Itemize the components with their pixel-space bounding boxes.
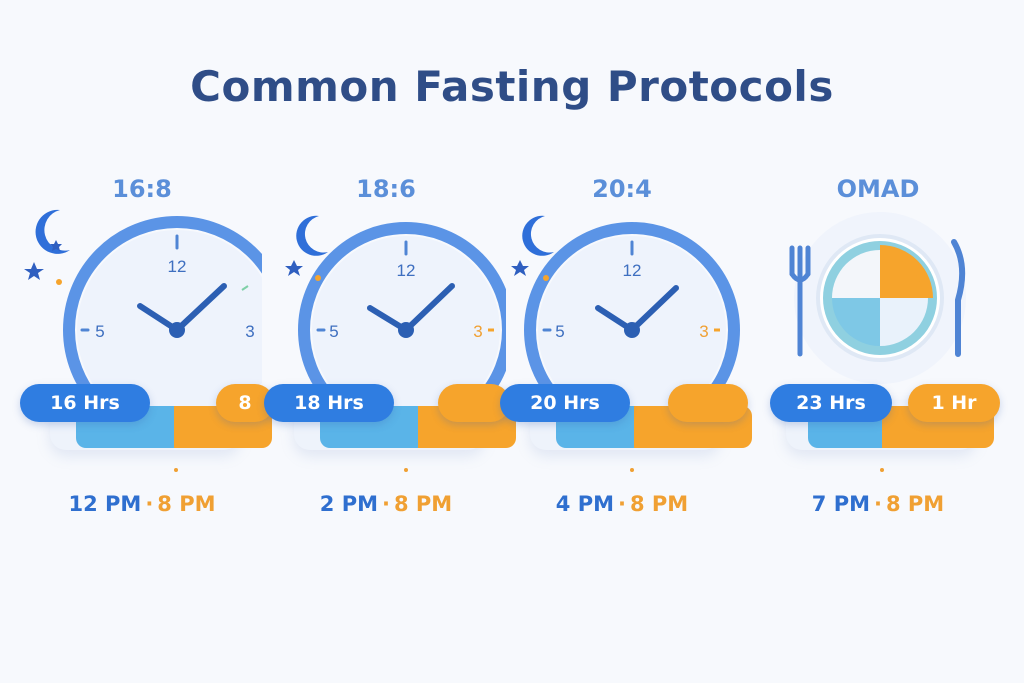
eating-hours-pill: 1 Hr (908, 384, 1000, 422)
window-end: 8 PM (629, 492, 689, 516)
timeline-dot (174, 468, 178, 472)
protocol-label: 18:6 (356, 175, 416, 203)
eating-window: 4 PM · 8 PM (502, 492, 742, 516)
window-separator: · (618, 492, 626, 516)
fasting-hours-pill: 18 Hrs (264, 384, 394, 422)
timeline-dot (404, 468, 408, 472)
svg-text:5: 5 (555, 322, 564, 341)
window-start: 12 PM (68, 492, 142, 516)
window-separator: · (145, 492, 154, 516)
plate-fork-knife-icon (789, 212, 966, 384)
protocol-label: 20:4 (592, 175, 652, 203)
eating-window: 7 PM · 8 PM (758, 492, 998, 516)
protocol-card-16-8: 16:8 12 5 3 16 Hrs 8 12 PM · 8 PM (20, 170, 274, 540)
protocol-card-omad: OMAD 23 Hrs 1 Hr 7 PM · 8 PM (758, 170, 1000, 540)
moon-stars-icon (511, 215, 554, 281)
eating-window: 12 PM · 8 PM (22, 492, 262, 516)
window-separator: · (874, 492, 882, 516)
svg-text:3: 3 (245, 322, 254, 341)
window-start: 7 PM (811, 492, 870, 516)
clock-icon: 12 5 3 (24, 209, 262, 444)
window-end: 8 PM (885, 492, 945, 516)
eating-hours-pill (668, 384, 748, 422)
svg-text:3: 3 (699, 322, 708, 341)
protocol-card-20-4: 20:4 12 5 3 20 Hrs 4 PM · 8 PM (500, 170, 752, 540)
protocol-card-18-6: 18:6 12 5 3 18 Hrs 2 PM · 8 PM (264, 170, 516, 540)
page-title: Common Fasting Protocols (190, 62, 834, 111)
fasting-hours-pill: 16 Hrs (20, 384, 150, 422)
svg-text:12: 12 (623, 261, 642, 280)
fasting-hours-pill: 23 Hrs (770, 384, 892, 422)
eating-window: 2 PM · 8 PM (266, 492, 506, 516)
timeline-dot (880, 468, 884, 472)
svg-text:12: 12 (168, 257, 187, 276)
window-start: 2 PM (319, 492, 378, 516)
eating-hours-pill (438, 384, 510, 422)
protocol-label: OMAD (836, 175, 920, 203)
protocol-label: 16:8 (112, 175, 172, 203)
window-separator: · (382, 492, 390, 516)
window-end: 8 PM (157, 492, 216, 516)
window-end: 8 PM (393, 492, 453, 516)
svg-text:5: 5 (329, 322, 338, 341)
timeline-dot (630, 468, 634, 472)
svg-text:3: 3 (473, 322, 482, 341)
moon-stars-icon (24, 209, 70, 285)
svg-text:5: 5 (95, 322, 104, 341)
window-start: 4 PM (555, 492, 614, 516)
svg-text:12: 12 (397, 261, 416, 280)
fasting-hours-pill: 20 Hrs (500, 384, 630, 422)
moon-stars-icon (285, 215, 328, 281)
